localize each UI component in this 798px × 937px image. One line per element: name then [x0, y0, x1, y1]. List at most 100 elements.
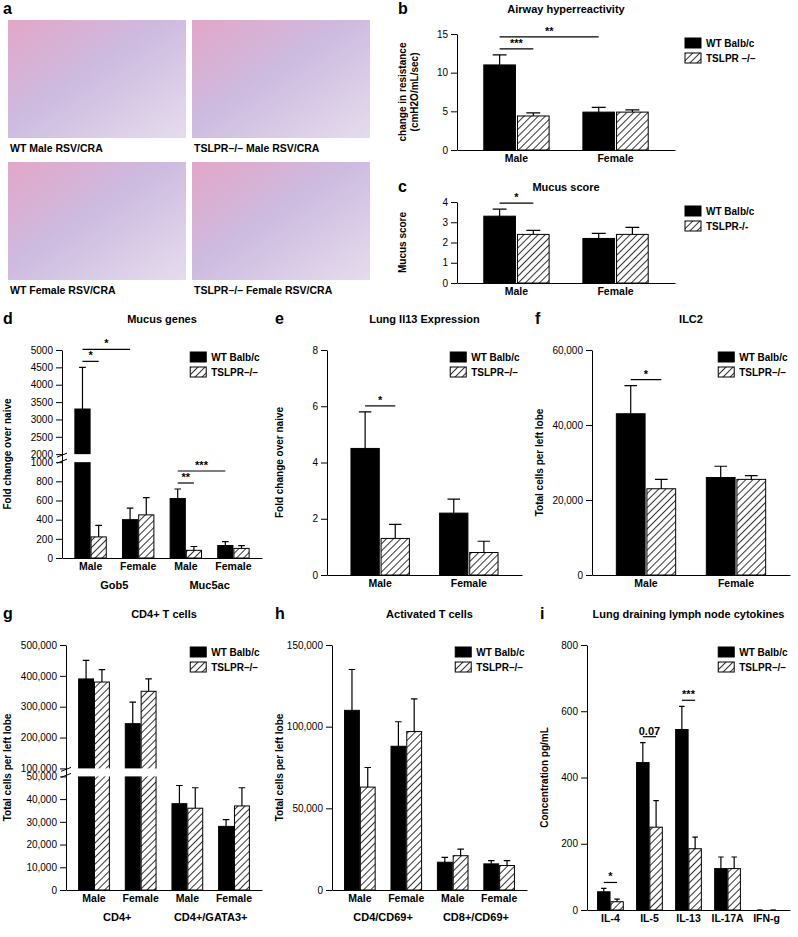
error-bar: [364, 768, 371, 788]
y-tick-label: 0: [47, 553, 53, 564]
legend-swatch: [685, 53, 701, 63]
y-axis-line: [327, 351, 328, 576]
bar: [517, 234, 549, 283]
axis-break-mark: [57, 459, 67, 463]
bar: [517, 116, 549, 150]
axis-break-mark: [57, 453, 67, 457]
micrograph-caption: TSLPR–/– Female RSV/CRA: [194, 284, 333, 296]
micrograph-caption: WT Female RSV/CRA: [10, 284, 116, 296]
bar: [125, 724, 140, 890]
y-tick-label: 5000: [31, 345, 54, 356]
legend-label: TSLPR –/–: [706, 53, 756, 64]
micrograph: [192, 162, 370, 280]
y-axis-line: [592, 351, 593, 576]
bar: [611, 902, 623, 910]
legend-swatch: [718, 352, 734, 362]
x-axis: MaleFemale: [328, 576, 523, 590]
x-tick: Female: [388, 892, 424, 904]
legend-swatch: [190, 352, 206, 362]
y-tick: 500,000: [21, 640, 66, 651]
significance-label: *: [644, 368, 649, 380]
x-axis-line: [593, 575, 791, 576]
bar: [617, 112, 649, 150]
y-axis: 051015: [437, 29, 458, 156]
y-tick-mark: [321, 406, 327, 407]
bar: [94, 682, 109, 890]
y-tick: 4: [312, 457, 327, 468]
x-tick-label: IL-17A: [711, 912, 744, 924]
y-tick-mark: [60, 799, 66, 800]
bar: [219, 826, 234, 890]
bar: [737, 479, 766, 575]
x-tick-label: IL-13: [676, 912, 701, 924]
bar: [637, 763, 649, 910]
x-axis: MaleFemaleMaleFemale: [333, 891, 528, 905]
significance-label: ***: [510, 37, 524, 49]
y-tick: 2500: [31, 432, 62, 443]
panel-letter: b: [398, 0, 408, 17]
legend-label: TSLPR-/-: [706, 221, 748, 232]
error-bar: [457, 849, 464, 856]
error-bar: [79, 367, 86, 409]
y-tick-label: 0: [317, 885, 323, 896]
axis-break-mark: [61, 767, 71, 771]
bar: [676, 729, 688, 910]
error-bar: [493, 209, 507, 216]
y-tick-mark: [60, 822, 66, 823]
y-tick-mark: [586, 425, 592, 426]
chart-title: Mucus score: [532, 181, 599, 193]
y-tick-mark: [56, 419, 62, 420]
legend: WT Balb/cTSLPR–/–: [718, 647, 788, 673]
y-tick: 400: [36, 514, 62, 525]
significance-label: ***: [195, 459, 209, 471]
x-tick-label: Female: [481, 892, 517, 904]
bar: [381, 538, 409, 575]
y-tick-mark: [56, 350, 62, 351]
y-tick-mark: [60, 845, 66, 846]
y-tick: 6: [312, 401, 327, 412]
x-tick: Female: [123, 892, 159, 904]
y-tick-mark: [451, 283, 457, 284]
x-tick: Female: [481, 892, 517, 904]
x-tick-label: IL-4: [601, 912, 620, 924]
legend-label: WT Balb/c: [211, 647, 260, 658]
y-tick-mark: [56, 500, 62, 501]
x-tick-label: Female: [123, 892, 159, 904]
x-tick-label: Male: [79, 560, 103, 572]
error-bar: [757, 909, 762, 910]
legend-swatch: [455, 662, 471, 672]
bar: [234, 548, 249, 558]
y-axis-title: change in resistance(cmH2O/mL/sec): [397, 42, 420, 141]
y-tick: 400: [561, 772, 587, 783]
significance-label: 0.07: [639, 725, 660, 737]
x-tick-label: Female: [597, 152, 633, 164]
y-tick-label: 100,000: [21, 763, 58, 774]
x-tick: Male: [348, 892, 372, 904]
legend-label: TSLPR–/–: [476, 662, 523, 673]
error-bar: [359, 412, 371, 449]
error-bar: [129, 702, 136, 724]
bar: [141, 691, 156, 890]
y-tick-mark: [56, 520, 62, 521]
x-tick: Male: [505, 152, 529, 164]
y-tick: 800: [36, 476, 62, 487]
micrograph: [8, 162, 186, 280]
error-bar: [625, 110, 639, 112]
y-tick-mark: [581, 844, 587, 845]
y-tick-mark: [451, 73, 457, 74]
legend-item: TSLPR–/–: [450, 367, 518, 378]
bar: [351, 448, 379, 575]
significance-label: *: [378, 394, 383, 406]
bar: [706, 478, 735, 576]
y-tick: 200,000: [21, 732, 66, 743]
bar: [122, 520, 137, 558]
error-bar: [504, 861, 511, 866]
legend-item: WT Balb/c: [455, 647, 525, 658]
x-tick: IL-17A: [711, 912, 744, 924]
y-axis: 0200400600800100020002500300035004000450…: [31, 345, 63, 564]
y-tick: 3000: [31, 414, 62, 425]
group-label: CD4+/GATA3+: [174, 911, 248, 923]
panel-letter: i: [540, 605, 544, 622]
y-tick-label: 0: [577, 570, 583, 581]
legend-swatch: [685, 221, 701, 231]
